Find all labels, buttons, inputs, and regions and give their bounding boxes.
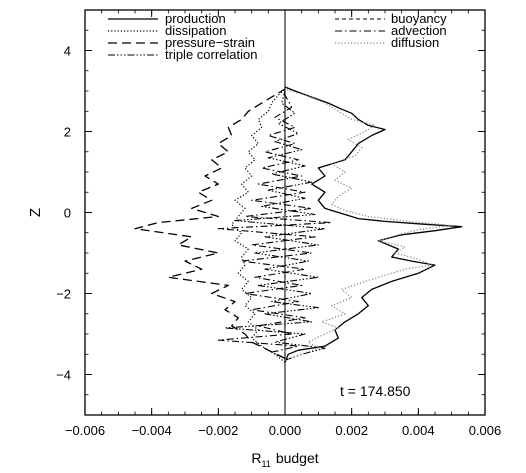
legend-item-pressure-strain: pressure−strain xyxy=(108,35,255,50)
time-annotation: t = 174.850 xyxy=(340,383,411,399)
legend: productiondissipationpressure−straintrip… xyxy=(108,11,447,62)
series-triple-correlation-line xyxy=(224,90,326,361)
legend-item-production: production xyxy=(108,11,226,26)
legend-label: advection xyxy=(391,23,447,38)
legend-label: triple correlation xyxy=(165,47,258,62)
legend-label: production xyxy=(165,11,226,26)
y-tick-label: −4 xyxy=(56,368,71,383)
x-tick-label: −0.006 xyxy=(65,423,105,438)
legend-item-triple-correlation: triple correlation xyxy=(108,47,258,62)
legend-item-buoyancy: buoyancy xyxy=(335,11,447,26)
legend-label: pressure−strain xyxy=(165,35,255,50)
legend-item-diffusion: diffusion xyxy=(335,35,439,50)
x-tick-label: 0.004 xyxy=(402,423,435,438)
x-axis-label: R11 budget xyxy=(251,450,318,469)
y-axis-label: Z xyxy=(27,208,44,217)
x-tick-label: 0.002 xyxy=(335,423,368,438)
x-axis-label-subscript: 11 xyxy=(261,459,270,469)
y-tick-label: 4 xyxy=(64,44,71,59)
x-tick-label: −0.002 xyxy=(198,423,238,438)
x-tick-label: −0.004 xyxy=(132,423,172,438)
axes: −0.006 −0.004 −0.002 0.000 0.002 0.004 0.006 −4… xyxy=(56,9,502,438)
y-tick-label: −2 xyxy=(56,287,71,302)
series-curves xyxy=(134,86,463,363)
axis-labels: Z R11 budget t = 174.850 xyxy=(27,208,411,469)
legend-label: dissipation xyxy=(165,23,226,38)
legend-label: buoyancy xyxy=(391,11,447,26)
legend-label: diffusion xyxy=(391,35,439,50)
series-production-line xyxy=(284,86,463,363)
legend-item-dissipation: dissipation xyxy=(108,23,226,38)
x-axis-label-suffix: budget xyxy=(276,450,319,466)
legend-item-advection: advection xyxy=(335,23,447,38)
x-tick-label: 0.000 xyxy=(269,423,302,438)
x-axis-label-main: R xyxy=(251,450,261,466)
series-advection-line xyxy=(217,94,333,359)
y-tick-label: 2 xyxy=(64,125,71,140)
y-tick-label: 0 xyxy=(64,206,71,221)
series-pressure-strain-line xyxy=(134,88,286,359)
series-diffusion-line xyxy=(284,88,453,361)
x-tick-label: 0.006 xyxy=(469,423,502,438)
